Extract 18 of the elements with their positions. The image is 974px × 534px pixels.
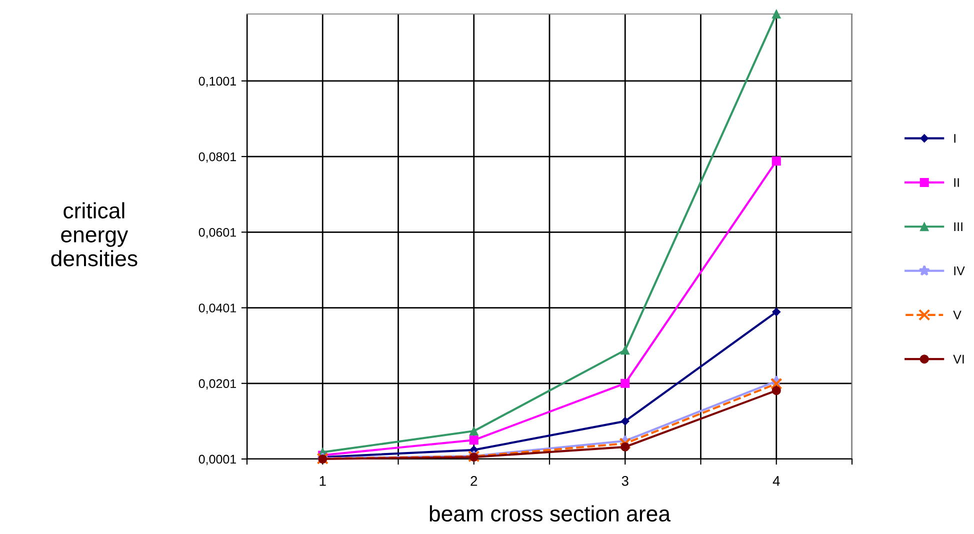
legend-label: VI [953,354,964,364]
y-tick-label: 0,0601 [198,228,236,238]
y-axis-title: critical energy densities [51,202,138,266]
x-axis-title: beam cross section area [430,505,671,522]
x-tick-label: 4 [772,476,780,486]
legend-label: I [954,134,956,143]
y-tick-label: 0,1001 [198,76,236,88]
y-tick-label: 0,0401 [198,304,236,314]
legend-label: IV [954,266,965,276]
x-tick-label: 3 [622,476,628,486]
x-tick-label: 1 [320,476,326,486]
y-tick-label: 0,0801 [198,152,236,163]
x-tick-label: 2 [470,476,478,486]
legend-label: III [954,222,962,232]
y-tick-label: 0,0001 [198,454,236,466]
legend-label: II [954,178,959,187]
legend-label: V [953,310,962,320]
y-tick-label: 0,0201 [198,379,236,390]
